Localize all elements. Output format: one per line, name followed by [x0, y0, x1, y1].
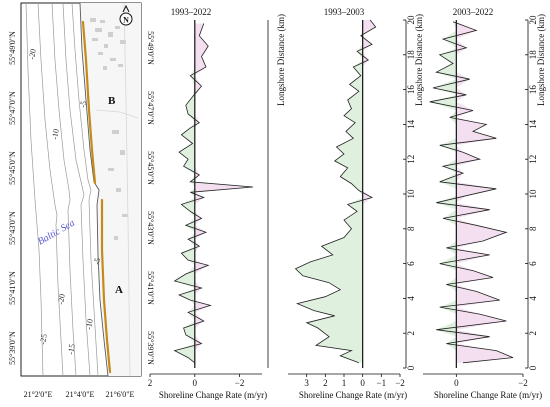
x-tick-label: −1	[377, 378, 387, 388]
erosion-fill	[194, 23, 254, 363]
depth-label: -10	[50, 128, 61, 140]
y-axis-label: Longshore Distance (km)	[536, 14, 546, 106]
shoreline-segment-a	[100, 198, 112, 374]
depth-label: -20	[27, 48, 38, 60]
north-arrow: N	[119, 4, 133, 26]
y-tick-label: 0	[406, 365, 416, 370]
latitude-label: 55°39'0"N	[146, 331, 155, 365]
north-arrow-label: N	[123, 16, 129, 25]
y-tick-label: 16	[406, 85, 416, 95]
latitude-label: 55°43'0"N	[8, 211, 17, 245]
y-tick-label: 6	[528, 261, 538, 266]
y-tick-label: 4	[406, 296, 416, 301]
y-tick-label: 4	[528, 296, 538, 301]
chart-title: 2003–2022	[453, 7, 494, 17]
y-tick-label: 2	[406, 331, 416, 336]
road-1	[123, 2, 131, 377]
y-tick-label: 18	[406, 50, 416, 60]
y-tick-label: 20	[528, 15, 538, 25]
latitude-label: 55°41'0"N	[146, 271, 155, 305]
x-tick-label: 0	[454, 378, 459, 388]
longitude-label: 21°6'0"E	[106, 390, 135, 399]
latitude-label: 55°47'0"N	[8, 91, 17, 125]
rate-series-line	[173, 23, 254, 364]
rate-series-line	[429, 21, 514, 364]
x-tick-label: 2	[323, 378, 328, 388]
x-axis-label: Shoreline Change Rate (m/yr)	[299, 390, 407, 400]
latitude-label: 55°43'0"N	[146, 211, 155, 245]
section-label-b: B	[108, 95, 116, 107]
y-tick-label: 6	[406, 261, 416, 266]
y-axis-label: Longshore Distance (km)	[276, 14, 286, 106]
y-tick-label: 8	[406, 226, 416, 231]
y-axis-label: Longshore Distance (km)	[414, 14, 424, 106]
chart-panel-1: 2 0 −2 Longshore Distance (km) 1993–2022	[148, 7, 286, 388]
erosion-fill	[362, 20, 376, 363]
latitude-labels-right: 55°49'0"N 55°47'0"N 55°45'0"N 55°43'0"N …	[146, 31, 155, 365]
y-tick-label: 14	[406, 119, 416, 128]
y-tick-label: 10	[406, 189, 416, 199]
x-tick-label: −2	[518, 378, 528, 388]
x-tick-label: −2	[395, 378, 405, 388]
latitude-label: 55°39'0"N	[8, 331, 17, 365]
erosion-fill	[456, 21, 513, 363]
x-tick-label: 2	[148, 378, 153, 388]
depth-label: -20	[56, 293, 67, 305]
x-tick-label: −2	[235, 378, 245, 388]
y-tick-label: 2	[528, 331, 538, 336]
depth-label: -25	[38, 333, 49, 345]
y-tick-label: 12	[528, 155, 538, 164]
y-tick-label: 12	[406, 155, 416, 164]
latitude-label: 55°45'0"N	[8, 151, 17, 185]
x-tick-label: 1	[342, 378, 347, 388]
accretion-fill	[429, 21, 457, 363]
depth-contours	[25, 2, 99, 377]
settlement-texture	[90, 18, 128, 240]
y-tick-label: 8	[528, 226, 538, 231]
x-axis-label: Shoreline Change Rate (m/yr)	[434, 390, 542, 400]
map-panel: -20 -5 -10 -5 -10 -20 -15 -25 Baltic Sea…	[8, 2, 155, 399]
depth-label: -5	[92, 257, 102, 265]
latitude-label: 55°49'0"N	[8, 31, 17, 65]
x-axis-label: Shoreline Change Rate (m/yr)	[159, 390, 267, 400]
x-tick-label: 0	[193, 378, 198, 388]
longitude-label: 21°2'0"E	[24, 390, 53, 399]
y-tick-label: 0	[528, 365, 538, 370]
latitude-label: 55°47'0"N	[146, 91, 155, 125]
x-tick-label: 0	[360, 378, 365, 388]
section-label-a: A	[115, 284, 123, 296]
depth-label: -10	[84, 318, 95, 330]
shoreline-segment-b	[81, 20, 97, 185]
coastline	[79, 2, 109, 377]
y-tick-label: 14	[528, 119, 538, 128]
latitude-label: 55°49'0"N	[146, 31, 155, 65]
longitude-labels: 21°2'0"E 21°4'0"E 21°6'0"E	[24, 390, 135, 399]
y-tick-label: 18	[528, 50, 538, 60]
rate-series-line	[294, 19, 377, 364]
depth-label: -15	[66, 343, 77, 355]
depth-label: -5	[78, 100, 88, 108]
x-tick-label: 3	[304, 378, 309, 388]
latitude-label: 55°45'0"N	[146, 151, 155, 185]
chart-title: 1993–2003	[324, 7, 365, 17]
road-2	[95, 109, 139, 119]
y-tick-label: 16	[528, 85, 538, 95]
y-tick-label: 20	[406, 15, 416, 25]
latitude-labels: 55°49'0"N 55°47'0"N 55°45'0"N 55°43'0"N …	[8, 31, 17, 365]
chart-title: 1993–2022	[171, 7, 212, 17]
y-tick-label: 10	[528, 189, 538, 199]
accretion-fill	[295, 20, 363, 363]
longitude-label: 21°4'0"E	[66, 390, 95, 399]
latitude-label: 55°41'0"N	[8, 271, 17, 305]
depth-label-group: -20 -5 -10 -5 -10 -20 -15 -25	[27, 48, 102, 355]
